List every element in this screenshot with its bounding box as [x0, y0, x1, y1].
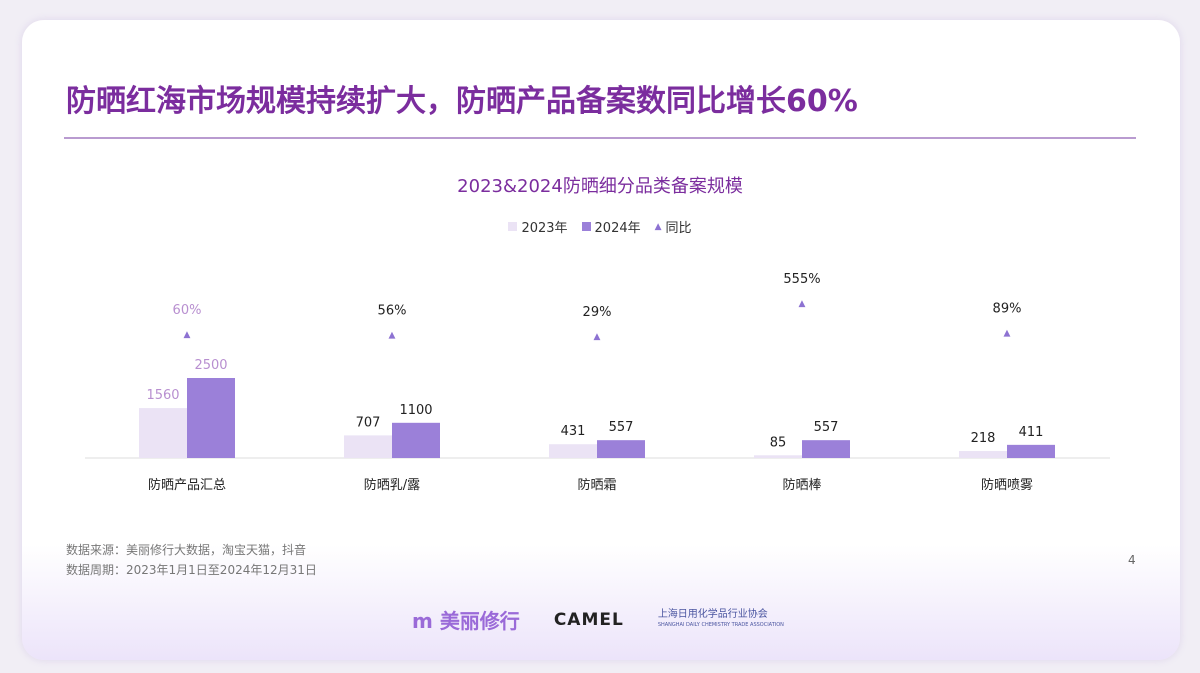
chart-legend: 2023年 2024年 ▲ 同比	[0, 217, 1200, 236]
yoy-marker: ▲	[799, 299, 806, 309]
bar-2023	[754, 455, 802, 458]
yoy-label: 56%	[378, 303, 407, 318]
slide-card	[22, 20, 1180, 660]
data-period: 数据周期：2023年1月1日至2024年12月31日	[66, 563, 317, 577]
chart-title: 2023&2024防晒细分品类备案规模	[457, 176, 743, 197]
bar-2023	[959, 451, 1007, 458]
data-label: 707	[356, 415, 381, 430]
data-label: 1100	[399, 403, 432, 418]
bar-2024	[392, 422, 440, 458]
data-label: 557	[609, 420, 634, 435]
bar-2023	[344, 435, 392, 458]
association-logo: 上海日用化学品行业协会 SHANGHAI DAILY CHEMISTRY TRAD…	[657, 608, 784, 628]
bar-2024	[597, 440, 645, 458]
camel-logo: CAMEL	[553, 609, 624, 630]
legend-2023: 2023年	[508, 217, 568, 236]
legend-2024: 2024年	[581, 217, 641, 236]
page-number: 4	[1128, 553, 1136, 567]
bar-2024	[187, 378, 235, 458]
data-label: 2500	[194, 358, 227, 373]
data-source: 数据来源：美丽修行大数据，淘宝天猫，抖音	[66, 543, 307, 557]
logo-bar: m 美丽修行 CAMEL 上海日用化学品行业协会 SHANGHAI DAILY C…	[412, 605, 784, 634]
category-label: 防晒棒	[782, 477, 821, 493]
meili-logo: m 美丽修行	[412, 609, 520, 633]
yoy-marker: ▲	[389, 330, 396, 340]
page-title: 防晒红海市场规模持续扩大，防晒产品备案数同比增长60%	[66, 84, 858, 119]
footer-notes: 数据来源：美丽修行大数据，淘宝天猫，抖音 数据周期：2023年1月1日至2024…	[66, 540, 317, 580]
yoy-label: 555%	[783, 272, 820, 287]
yoy-marker: ▲	[1004, 328, 1011, 338]
bar-2024	[802, 440, 850, 458]
data-label: 557	[814, 420, 839, 435]
data-label: 431	[561, 424, 586, 439]
category-label: 防晒产品汇总	[148, 477, 226, 493]
data-label: 1560	[146, 388, 179, 403]
category-label: 防晒喷雾	[981, 477, 1033, 493]
yoy-label: 60%	[173, 303, 202, 318]
data-label: 218	[971, 431, 996, 446]
data-label: 85	[770, 435, 787, 450]
title-divider	[64, 137, 1136, 139]
legend-yoy: ▲ 同比	[654, 221, 692, 236]
bar-2023	[139, 408, 187, 458]
yoy-marker: ▲	[594, 332, 601, 342]
bar-2023	[549, 444, 597, 458]
yoy-marker: ▲	[184, 330, 191, 340]
yoy-label: 89%	[993, 301, 1022, 316]
yoy-label: 29%	[583, 305, 612, 320]
bar-2024	[1007, 444, 1055, 458]
category-label: 防晒乳/露	[364, 477, 420, 493]
category-label: 防晒霜	[577, 477, 616, 493]
data-label: 411	[1019, 425, 1044, 440]
